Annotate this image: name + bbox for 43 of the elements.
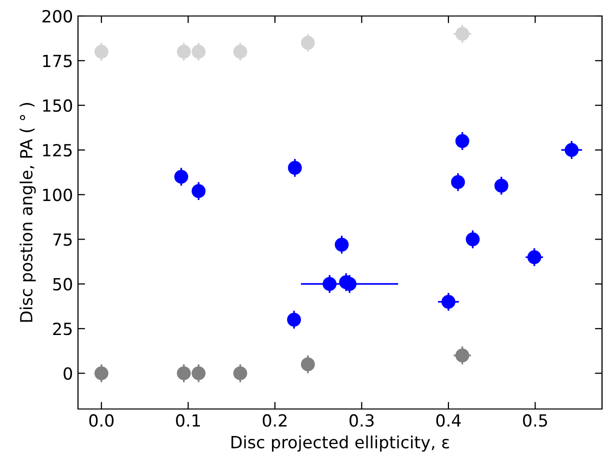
point (176, 44, 191, 59)
point (455, 134, 470, 148)
point (192, 184, 206, 198)
y-tick-label: 200 (42, 10, 72, 23)
point (451, 175, 465, 190)
point (494, 178, 508, 193)
point (94, 44, 108, 59)
point (94, 366, 108, 380)
point (233, 366, 248, 380)
x-tick-label: 0.4 (436, 414, 461, 427)
point (287, 312, 301, 327)
point (564, 143, 579, 157)
point (174, 170, 188, 184)
x-axis-title: Disc projected ellipticity, ε (232, 436, 449, 452)
y-tick-label: 50 (53, 278, 72, 291)
y-tick-label: 75 (53, 233, 72, 246)
point (300, 357, 315, 372)
y-tick-label: 175 (43, 54, 72, 68)
y-tick-label: 25 (53, 322, 72, 336)
y-tick-label: 125 (43, 144, 72, 157)
y-tick-label: 100 (43, 188, 72, 202)
point (300, 36, 315, 50)
point (527, 250, 542, 264)
x-tick-label: 0.3 (350, 414, 374, 427)
point (192, 366, 206, 380)
y-tick-label: 0 (64, 367, 72, 380)
point (322, 277, 337, 291)
point (334, 238, 349, 252)
y-tick-label: 150 (43, 99, 72, 112)
x-tick-label: 0.2 (262, 414, 287, 427)
point (233, 44, 248, 59)
point (192, 44, 206, 59)
x-tick-label: 0.5 (523, 414, 547, 427)
x-tick-label: 0.1 (176, 414, 200, 427)
point (455, 348, 470, 362)
point (466, 232, 480, 246)
point (342, 277, 356, 291)
point (176, 366, 191, 380)
point (455, 26, 470, 41)
point (288, 160, 302, 175)
point (442, 294, 456, 309)
y-axis-title: Disc postion angle, PA ( ° ) (20, 103, 36, 322)
x-tick-label: 0.0 (89, 414, 114, 427)
